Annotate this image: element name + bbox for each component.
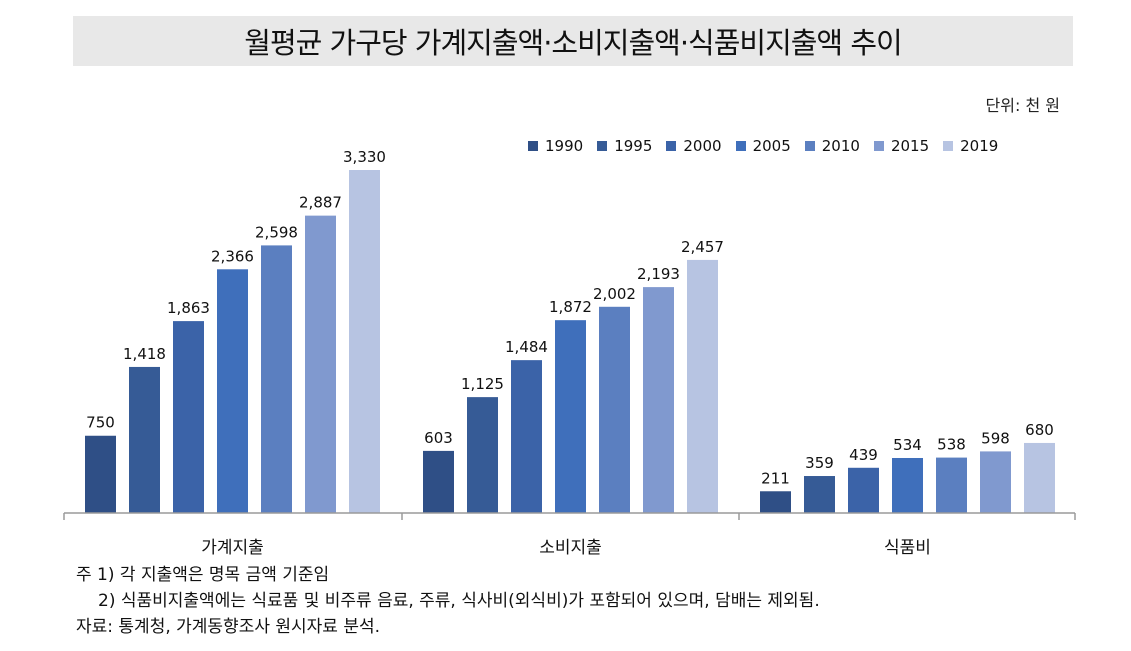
footnote-2: 2) 식품비지출액에는 식료품 및 비주류 음료, 주류, 식사비(외식비)가 …: [98, 591, 820, 611]
legend-swatch: [666, 141, 677, 151]
legend-label: 2005: [752, 137, 791, 155]
bar-value-label: 603: [424, 429, 453, 447]
legend-label: 2000: [683, 137, 722, 155]
category-label: 식품비: [884, 538, 931, 558]
bar-value-label: 2,887: [299, 194, 342, 212]
bar-소비지출-1990: [423, 450, 454, 513]
bar-value-label: 1,125: [461, 375, 504, 393]
legend-label: 2019: [960, 137, 999, 155]
legend-swatch: [528, 141, 538, 151]
bar-value-label: 598: [981, 429, 1010, 447]
chart-title: 월평균 가구당 가계지출액·소비지출액·식품비지출액 추이: [244, 26, 902, 60]
bar-value-label: 1,863: [167, 299, 210, 317]
bar-가계지출-2015: [305, 215, 336, 514]
bar-소비지출-2005: [555, 320, 586, 513]
bar-소비지출-2015: [643, 287, 674, 513]
bar-value-label: 2,366: [211, 247, 254, 265]
unit-label: 단위: 천 원: [985, 96, 1060, 115]
bar-value-label: 534: [893, 436, 922, 454]
legend-swatch: [804, 141, 815, 151]
bar-value-label: 538: [937, 436, 966, 454]
bar-소비지출-2019: [687, 259, 718, 513]
bar-value-label: 3,330: [343, 148, 386, 166]
legend-swatch: [597, 141, 608, 151]
bar-value-label: 680: [1025, 421, 1054, 439]
bar-value-label: 1,418: [123, 345, 166, 363]
legend-item-2019: 2019: [943, 137, 998, 155]
legend-swatch: [943, 141, 954, 151]
bar-식품비-1995: [804, 476, 835, 513]
category-label: 가계지출: [201, 538, 264, 558]
title-bar: 월평균 가구당 가계지출액·소비지출액·식품비지출액 추이: [73, 16, 1073, 66]
bar-가계지출-2019: [349, 170, 380, 513]
legend-label: 1995: [614, 137, 653, 155]
bar-value-label: 2,002: [593, 285, 636, 303]
chart-legend: 1990 1995 2000 2005 2010 2015 2019: [528, 137, 998, 155]
footnotes: 주 1) 각 지출액은 명목 금액 기준임 2) 식품비지출액에는 식료품 및 …: [76, 562, 820, 640]
legend-item-2000: 2000: [666, 137, 722, 155]
bar-value-label: 2,457: [681, 238, 724, 256]
bar-가계지출-1995: [129, 366, 160, 513]
source-note: 자료: 통계청, 가계동향조사 원시자료 분석.: [76, 617, 381, 637]
bar-가계지출-2000: [173, 321, 204, 513]
bar-value-label: 1,484: [505, 338, 548, 356]
bar-가계지출-1990: [85, 435, 116, 513]
bar-식품비-2010: [936, 457, 967, 513]
legend-swatch: [873, 141, 884, 151]
bar-식품비-1990: [760, 491, 791, 513]
bar-가계지출-2010: [261, 245, 292, 513]
footnote-1: 주 1) 각 지출액은 명목 금액 기준임: [76, 565, 330, 585]
bar-소비지출-1995: [467, 397, 498, 513]
legend-label: 2015: [890, 137, 930, 155]
bar-value-label: 211: [761, 469, 790, 487]
legend-item-1990: 1990: [528, 137, 583, 155]
legend-label: 2010: [821, 137, 860, 155]
bar-식품비-2005: [892, 457, 923, 513]
legend-swatch: [735, 141, 746, 151]
legend-item-2010: 2010: [804, 137, 860, 155]
bar-value-label: 2,598: [255, 223, 298, 241]
bar-식품비-2000: [848, 467, 879, 513]
bar-value-label: 2,193: [637, 265, 680, 283]
legend-item-2005: 2005: [735, 137, 791, 155]
category-label: 소비지출: [539, 538, 602, 558]
legend-label: 1990: [545, 137, 584, 155]
bar-소비지출-2010: [599, 306, 630, 513]
legend-item-2015: 2015: [873, 137, 930, 155]
bar-식품비-2019: [1024, 442, 1055, 513]
bar-가계지출-2005: [217, 269, 248, 513]
legend-item-1995: 1995: [597, 137, 652, 155]
bar-value-label: 750: [86, 414, 115, 432]
bar-value-label: 359: [805, 454, 834, 472]
bar-value-label: 439: [849, 446, 878, 464]
bar-소비지출-2000: [511, 360, 542, 513]
bar-value-label: 1,872: [549, 298, 592, 316]
bar-식품비-2015: [980, 451, 1011, 513]
